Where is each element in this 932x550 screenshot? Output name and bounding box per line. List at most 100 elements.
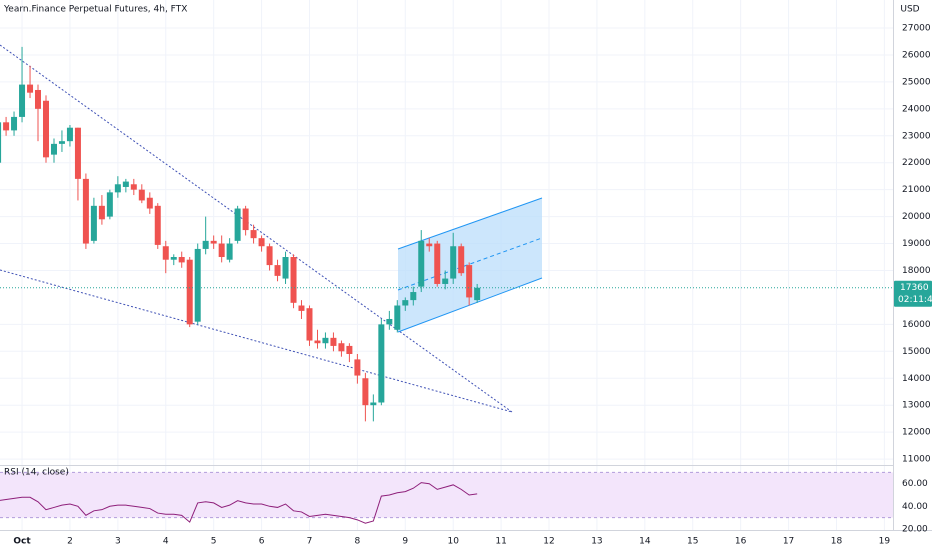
candle-body [74, 127, 81, 179]
candle-body [290, 257, 297, 303]
x-tick-label: 3 [115, 537, 121, 547]
candle-body [194, 248, 201, 322]
channel-mid [397, 237, 543, 291]
candle-body [146, 197, 153, 209]
candle-body [274, 265, 281, 276]
candle-body [178, 257, 185, 263]
candle-body [458, 246, 465, 274]
candle-body [370, 402, 377, 406]
candle-body [354, 359, 361, 376]
candle-body [154, 205, 161, 245]
x-tick-label: 16 [735, 537, 747, 547]
candle-body [306, 308, 313, 341]
candle-body [226, 243, 233, 260]
candle-body [282, 257, 289, 279]
candle-body [346, 345, 353, 355]
candle-body [122, 181, 129, 187]
candle-body [322, 337, 329, 344]
candle-body [250, 230, 257, 239]
x-tick-label: 15 [687, 537, 698, 547]
y-tick-label: 22000 [902, 158, 931, 168]
candle-body [466, 265, 473, 298]
x-tick-label: 17 [783, 537, 794, 547]
candle-body [378, 324, 385, 403]
candle-body [242, 208, 249, 231]
candle-body [130, 184, 137, 190]
y-tick-label: 13000 [902, 401, 931, 411]
candle-body [66, 127, 73, 142]
candle-body [474, 287, 481, 301]
candle-body [58, 141, 65, 144]
channel-top [397, 197, 543, 250]
channel-fill [398, 198, 542, 332]
rsi-tick-label: 20.00 [902, 524, 928, 534]
last-price: 17360 [900, 283, 929, 293]
y-tick-label: 15000 [902, 347, 931, 357]
rsi-tick-label: 40.00 [902, 502, 928, 512]
x-tick-label: 19 [879, 537, 891, 547]
y-tick-label: 20000 [902, 212, 931, 222]
candle-body [82, 178, 89, 244]
countdown: 02:11:48 [898, 295, 932, 305]
rsi-tick-label: 60.00 [902, 479, 928, 489]
candle-body [50, 143, 57, 155]
candle-body [210, 240, 217, 244]
candle-body [186, 259, 193, 325]
y-tick-label: 21000 [902, 185, 931, 195]
rsi-band [0, 471, 893, 519]
candle-body [114, 184, 121, 193]
x-tick-label: 2 [67, 537, 73, 547]
candle-body [338, 343, 345, 352]
rsi-line [0, 482, 478, 524]
y-tick-label: 16000 [902, 320, 931, 330]
candle-body [402, 300, 409, 306]
y-tick-label: 18000 [902, 266, 931, 276]
candle-body [138, 189, 145, 201]
candle-body [19, 84, 26, 117]
x-tick-label: 6 [259, 537, 265, 547]
candles [0, 46, 893, 524]
drawings [0, 44, 543, 413]
candle-body [314, 340, 321, 344]
y-tick-label: 26000 [902, 50, 931, 60]
candle-body [386, 318, 393, 325]
candle-body [202, 240, 209, 249]
channel-bottom [397, 277, 543, 333]
x-tick-label: 13 [591, 537, 602, 547]
candle-body [0, 122, 2, 163]
y-tick-label: 23000 [902, 131, 931, 141]
trend-line [0, 269, 513, 413]
candle-body [34, 89, 41, 109]
candle-body [218, 243, 225, 258]
last-price-box [894, 280, 932, 307]
y-tick-label: 27000 [902, 24, 931, 34]
candle-body [442, 278, 449, 284]
y-tick-label: 25000 [902, 77, 931, 87]
x-tick-label: 4 [163, 537, 169, 547]
rsi-title: RSI (14, close) [4, 468, 69, 478]
trend-line [0, 44, 513, 413]
candle-body [450, 246, 457, 279]
x-tick-label: 18 [831, 537, 843, 547]
candle-body [106, 192, 113, 217]
candle-body [3, 122, 10, 131]
x-tick-label: 12 [543, 537, 554, 547]
candle-body [11, 116, 18, 131]
rsi-band-fill [0, 472, 893, 518]
x-tick-label: Oct [13, 537, 31, 547]
candle-body [410, 292, 417, 301]
candle-body [90, 205, 97, 241]
x-tick-label: 7 [307, 537, 313, 547]
candle-body [42, 100, 49, 158]
candle-body [418, 240, 425, 287]
y-tick-label: 11000 [902, 455, 931, 465]
x-tick-label: 9 [402, 537, 408, 547]
candle-body [27, 84, 34, 93]
chart-title: Yearn.Finance Perpetual Futures, 4h, FTX [3, 5, 187, 15]
x-tick-label: 5 [211, 537, 217, 547]
candle-body [162, 246, 169, 260]
candle-body [98, 205, 105, 220]
candle-body [170, 257, 177, 260]
candle-body [266, 246, 273, 266]
